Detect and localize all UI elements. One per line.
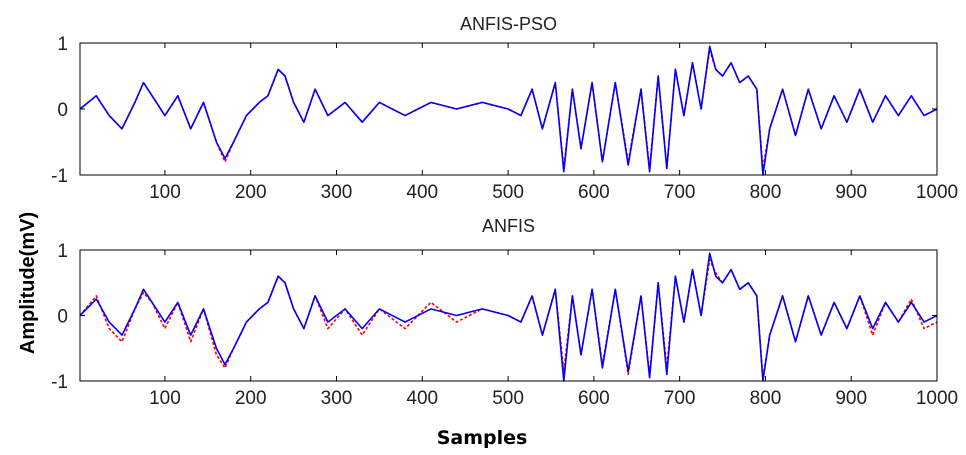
x-tick-label: 100 xyxy=(149,182,181,203)
y-tick-label: -1 xyxy=(51,166,68,187)
x-tick-label: 700 xyxy=(664,182,696,203)
y-tick-label: 1 xyxy=(57,241,68,262)
chart-title: ANFIS xyxy=(482,216,535,236)
y-tick-label: 1 xyxy=(57,34,68,55)
x-tick-label: 400 xyxy=(406,388,438,409)
x-tick-label: 600 xyxy=(578,182,610,203)
x-tick-label: 500 xyxy=(492,182,524,203)
x-tick-label: 200 xyxy=(235,388,267,409)
chart-panel-anfis: ANFIS 100 200 300 400 500 600 700 800 900 1000 -1 0 1 xyxy=(51,216,958,409)
series-line-red xyxy=(79,258,938,379)
x-tick-label: 1000 xyxy=(916,388,958,409)
x-tick-label: 400 xyxy=(406,182,438,203)
y-tick-label: 0 xyxy=(57,307,68,328)
x-axis-label: Samples xyxy=(437,427,528,449)
x-tick-label: 300 xyxy=(321,182,353,203)
series-line-blue xyxy=(79,252,938,382)
y-axis-label: Amplitude(mV) xyxy=(17,212,39,354)
x-tick-label: 900 xyxy=(835,182,867,203)
x-tick-label: 800 xyxy=(750,182,782,203)
x-tick-label: 200 xyxy=(235,182,267,203)
x-tick-label: 600 xyxy=(578,388,610,409)
x-tick-label: 800 xyxy=(750,388,782,409)
x-tick-label: 300 xyxy=(321,388,353,409)
x-tick-label: 900 xyxy=(835,388,867,409)
x-tick-label: 700 xyxy=(664,388,696,409)
x-tick-label: 1000 xyxy=(916,182,958,203)
y-tick-label: -1 xyxy=(51,372,68,393)
chart-title: ANFIS-PSO xyxy=(460,14,557,34)
x-tick-label: 100 xyxy=(149,388,181,409)
series-line-blue xyxy=(79,45,938,176)
x-tick-label: 500 xyxy=(492,388,524,409)
y-tick-label: 0 xyxy=(57,100,68,121)
chart-panel-anfis-pso: ANFIS-PSO 100 200 300 400 500 600 700 800 900 1000… xyxy=(51,14,958,203)
